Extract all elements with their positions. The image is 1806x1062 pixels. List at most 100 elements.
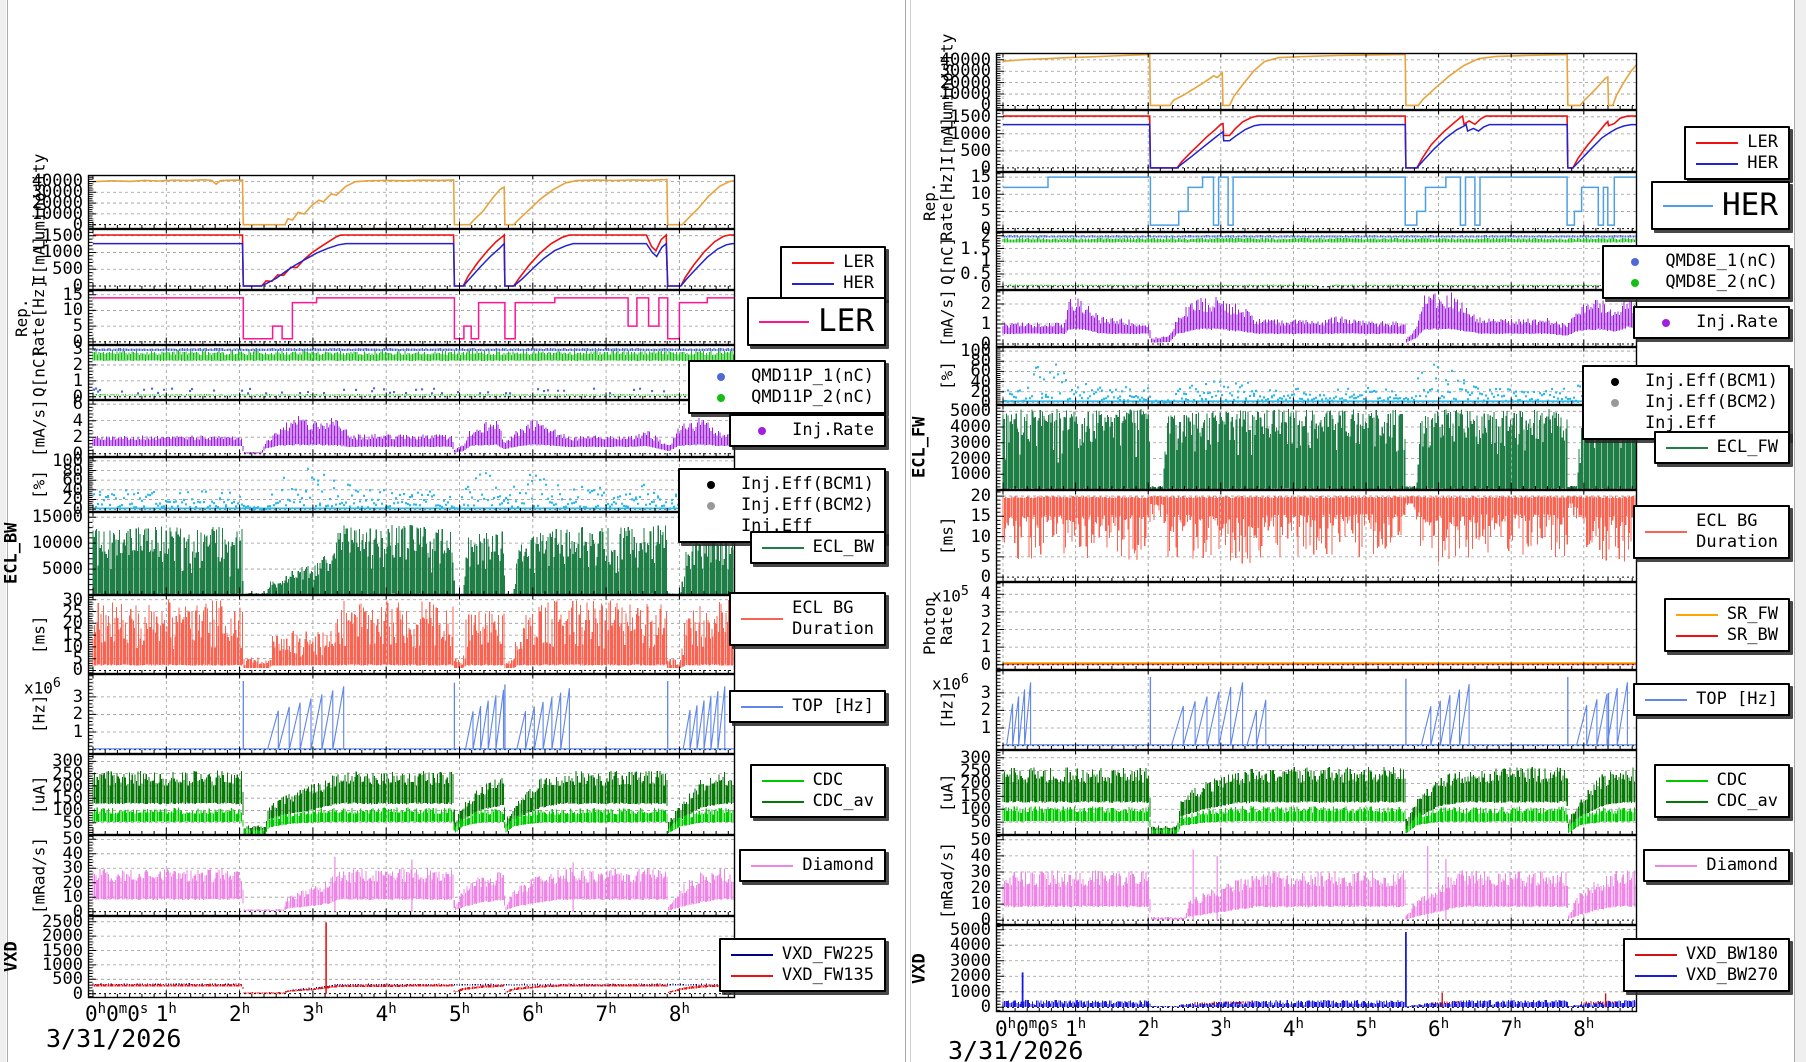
y-tick-label: 4 — [980, 584, 991, 605]
legend-line-sample-icon — [1665, 800, 1708, 803]
x-tick-label: 0h0m0s — [85, 1001, 149, 1026]
panel-top — [87, 673, 736, 755]
panel-rep-rate — [87, 289, 736, 346]
legend-label: Inj.Eff(BCM2) — [1644, 392, 1778, 412]
y-tick-label: 50 — [62, 812, 83, 833]
legend-diamond: Diamond — [1643, 849, 1790, 882]
y-tick-label: 30 — [970, 861, 991, 882]
legend-entry: CDC_av — [1665, 791, 1778, 812]
legend-entry: TOP [Hz] — [741, 696, 874, 717]
legend-label: SR_FW — [1726, 604, 1778, 624]
legend-label: QMD11P_1(nC) — [751, 366, 874, 386]
y-tick-label: 20 — [970, 381, 991, 402]
y-tick-label: 1 — [980, 718, 991, 739]
legend-entry: Inj.Eff(BCM1) — [690, 474, 874, 495]
legend-vxd-bw180: VXD_BW180 VXD_BW270 — [1622, 938, 1790, 992]
y-axis-label: [%] — [937, 361, 957, 391]
legend-label: Inj.Eff(BCM2) — [740, 495, 874, 515]
x-tick-label: 3h — [1210, 1016, 1232, 1041]
panel-charge — [995, 231, 1638, 291]
y-tick-label: 10000 — [939, 84, 991, 105]
y-tick-label: 3 — [72, 686, 83, 707]
x-tick-label: 7h — [1500, 1016, 1522, 1041]
legend-entry: VXD_FW225 — [730, 944, 874, 965]
y-tick-label: 250 — [52, 763, 83, 784]
x-tick-label: 3h — [302, 1001, 324, 1026]
y-tick-label: 2 — [980, 225, 991, 246]
legend-line-sample-icon — [1675, 634, 1718, 637]
legend-dot-sample-icon — [706, 480, 715, 489]
legend-line-sample-icon — [1675, 613, 1718, 616]
y-axis-label-outer: VXD — [1, 941, 22, 973]
legend-dot-sample-icon — [717, 393, 726, 402]
y-tick-label: 20 — [970, 878, 991, 899]
legend-entry: Inj.Rate — [1645, 312, 1778, 333]
legend-entry: LER — [759, 303, 874, 340]
y-tick-label: 60 — [62, 470, 83, 491]
legend-line-sample-icon — [1663, 204, 1713, 207]
y-tick-label: 2 — [980, 294, 991, 314]
legend-ler: LER — [747, 297, 886, 346]
y-tick-label: 200 — [960, 773, 991, 794]
y-tick-label: 1.5 — [960, 238, 991, 259]
y-tick-label: 1000 — [42, 954, 83, 975]
legend-dot-sample-icon — [706, 501, 715, 510]
legend-label: LER — [1747, 132, 1778, 152]
legend-label: ECL_FW — [1716, 437, 1778, 457]
legend-entry: ECL BG Duration — [741, 598, 874, 640]
y-tick-label: 10000 — [31, 533, 83, 554]
y-tick-label: 0 — [72, 660, 83, 681]
y-tick-label: 20 — [62, 489, 83, 510]
legend-label: HER — [1747, 153, 1778, 173]
legend-label: Diamond — [1706, 855, 1778, 875]
legend-qmd8e-1-nc: QMD8E_1(nC) QMD8E_2(nC) — [1602, 245, 1790, 299]
legend-entry: Inj.Eff — [1594, 413, 1778, 434]
panel-inj-rate — [995, 289, 1638, 348]
panel-ecl-bw — [87, 511, 736, 596]
legend-line-sample-icon — [1696, 162, 1739, 165]
legend-entry: HER — [1696, 153, 1778, 174]
legend-line-sample-icon — [741, 705, 784, 708]
legend-cdc: CDC CDC_av — [1653, 764, 1790, 818]
y-tick-label: 25 — [62, 601, 83, 622]
y-tick-label: 5 — [72, 648, 83, 669]
legend-label: Inj.Eff — [1644, 413, 1717, 433]
y-tick-label: 0 — [72, 214, 83, 235]
panel-vxd — [87, 915, 736, 999]
panel-cdc — [87, 753, 736, 836]
y-tick-label: 0 — [980, 910, 991, 931]
y-tick-label: 10 — [970, 894, 991, 915]
y-tick-label: 0 — [72, 331, 83, 352]
legend-line-sample-icon — [741, 618, 784, 620]
legend-line-sample-icon — [1634, 974, 1677, 977]
panel-luminosity — [87, 174, 736, 230]
legend-cdc: CDC CDC_av — [749, 764, 886, 818]
y-tick-label: 15 — [62, 284, 83, 305]
y-axis-label: Q[nC] — [29, 348, 49, 397]
panel-cdc — [995, 749, 1638, 836]
legend-entry: ECL BG Duration — [1645, 511, 1778, 553]
legend-ecl-bg-duration: ECL BG Duration — [729, 592, 886, 646]
y-tick-label: 0 — [980, 654, 991, 675]
legend-sr-fw: SR_FW SR_BW — [1663, 598, 1790, 652]
legend-entry: VXD_BW270 — [1634, 965, 1778, 986]
legend-line-sample-icon — [792, 261, 835, 264]
y-tick-label: 0 — [980, 95, 991, 116]
x-tick-label: 8h — [1573, 1016, 1595, 1041]
y-tick-label: 500 — [52, 259, 83, 280]
y-axis-label: [uA] — [29, 775, 49, 814]
y-tick-label: 40 — [970, 371, 991, 392]
legend-entry: SR_FW — [1675, 604, 1778, 625]
y-tick-label: 60 — [970, 361, 991, 382]
y-tick-label: 10 — [62, 300, 83, 321]
y-tick-label: 3000 — [950, 432, 991, 453]
legend-label: HER — [843, 273, 874, 293]
y-tick-label: 0 — [72, 275, 83, 296]
y-tick-label: 250 — [960, 760, 991, 781]
y-tick-label: 300 — [52, 751, 83, 772]
legend-line-sample-icon — [1665, 446, 1708, 449]
y-tick-label: 15000 — [31, 507, 83, 528]
legend-label: CDC_av — [812, 791, 874, 811]
legend-diamond: Diamond — [739, 849, 886, 882]
y-tick-label: 1 — [72, 370, 83, 391]
